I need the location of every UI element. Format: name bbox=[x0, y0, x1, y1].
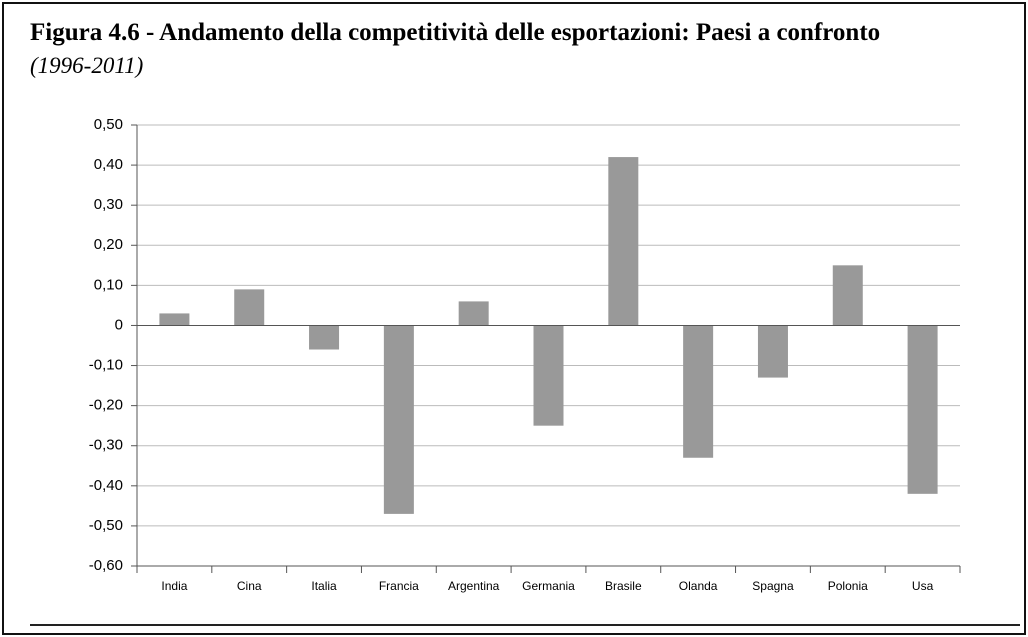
y-tick-label: 0,20 bbox=[94, 236, 123, 253]
x-tick-label: Francia bbox=[379, 579, 419, 593]
y-tick-label: -0,40 bbox=[89, 477, 123, 494]
bar bbox=[907, 325, 938, 494]
y-tick-label: 0 bbox=[115, 316, 123, 333]
bar bbox=[832, 265, 863, 326]
y-tick-label: 0,10 bbox=[94, 276, 123, 293]
bar bbox=[458, 301, 489, 326]
y-tick-label: -0,30 bbox=[89, 437, 123, 454]
x-tick-label: Germania bbox=[522, 579, 575, 593]
x-tick-label: Cina bbox=[237, 579, 262, 593]
x-tick-label: Polonia bbox=[828, 579, 868, 593]
x-tick-label: Argentina bbox=[448, 579, 500, 593]
x-tick-label: Brasile bbox=[605, 579, 642, 593]
bar bbox=[533, 325, 564, 426]
x-tick-label: Usa bbox=[912, 579, 934, 593]
y-tick-label: 0,40 bbox=[94, 156, 123, 173]
x-tick-label: Olanda bbox=[679, 579, 718, 593]
y-tick-label: 0,50 bbox=[94, 116, 123, 133]
x-tick-label: India bbox=[161, 579, 187, 593]
bar bbox=[683, 325, 714, 458]
y-tick-label: -0,10 bbox=[89, 357, 123, 374]
x-tick-label: Spagna bbox=[752, 579, 794, 593]
y-tick-label: -0,50 bbox=[89, 517, 123, 534]
y-tick-label: 0,30 bbox=[94, 196, 123, 213]
chart-title: Figura 4.6 - Andamento della competitivi… bbox=[30, 19, 880, 46]
bar bbox=[608, 157, 639, 326]
bar bbox=[309, 325, 340, 350]
y-tick-label: -0,20 bbox=[89, 397, 123, 414]
bar bbox=[234, 289, 265, 326]
bar bbox=[159, 313, 190, 326]
chart-subtitle: (1996-2011) bbox=[30, 53, 143, 78]
bar bbox=[383, 325, 414, 514]
x-tick-label: Italia bbox=[311, 579, 337, 593]
y-tick-label: -0,60 bbox=[89, 557, 123, 574]
bar bbox=[757, 325, 788, 378]
